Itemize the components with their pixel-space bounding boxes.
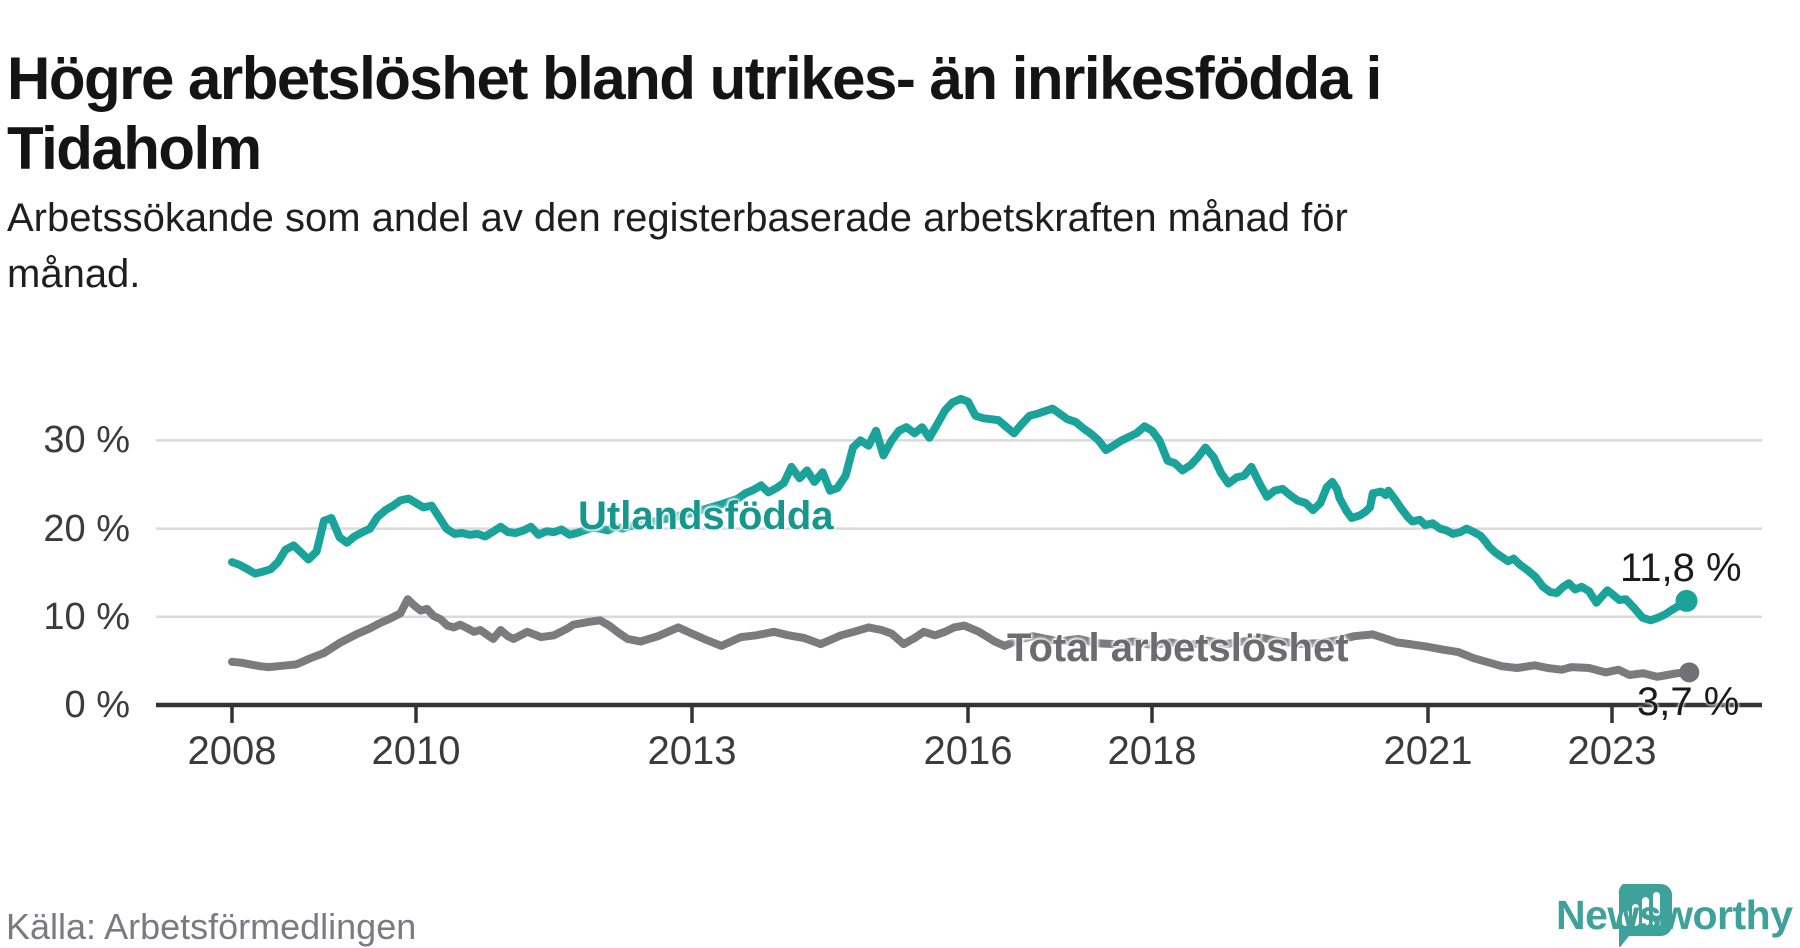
y-tick-label-20: 20 % <box>43 507 130 550</box>
x-tick-label-2010: 2010 <box>371 729 461 773</box>
end-dot-utlandsfodda <box>1675 589 1698 612</box>
page-title-line2: Tidaholm <box>7 115 262 183</box>
series-label-utlandsfodda: Utlandsfödda <box>578 494 834 538</box>
series-line-total <box>228 595 1694 681</box>
end-value-label-total: 3,7 % <box>1637 680 1740 724</box>
series-line-utlandsfodda <box>228 394 1691 625</box>
chart-subtitle: Arbetssökande som andel av den registerb… <box>7 190 1348 302</box>
newsworthy-wordmark: Newsworthy <box>1556 892 1793 938</box>
series-end-dots <box>1675 589 1700 683</box>
y-tick-label-10: 10 % <box>43 595 130 638</box>
x-tick-label-2016: 2016 <box>923 729 1013 773</box>
newsworthy-logo-icon <box>1618 884 1672 948</box>
x-tick-label-2013: 2013 <box>647 729 737 773</box>
y-tick-label-30: 30 % <box>43 419 130 462</box>
end-dot-total <box>1679 662 1700 683</box>
x-axis <box>156 702 1762 723</box>
chart-subtitle-line1: Arbetssökande som andel av den registerb… <box>7 196 1348 240</box>
logo-exclamation-dot <box>1652 919 1661 927</box>
x-tick-label-2021: 2021 <box>1383 729 1473 773</box>
logo-bar-2 <box>1632 904 1639 926</box>
end-value-label-utlandsfodda: 11,8 % <box>1620 546 1742 590</box>
chart-subtitle-line2: månad. <box>7 252 141 296</box>
y-tick-label-0: 0 % <box>64 684 130 726</box>
x-tick-label-2018: 2018 <box>1107 729 1197 773</box>
data-series <box>228 394 1694 681</box>
x-tick-label-2008: 2008 <box>187 729 277 773</box>
logo-bar-1 <box>1622 910 1629 926</box>
gridlines <box>156 439 1762 619</box>
logo-bar-3 <box>1642 897 1649 926</box>
page-title-line1: Högre arbetslöshet bland utrikes- än inr… <box>7 45 1382 113</box>
page-title: Högre arbetslöshet bland utrikes- än inr… <box>7 44 1382 184</box>
x-tick-label-2023: 2023 <box>1567 729 1657 773</box>
logo-exclamation-bar <box>1653 892 1660 916</box>
source-attribution: Källa: Arbetsförmedlingen <box>6 906 417 947</box>
series-label-total-arbetsloshet: Total arbetslöshet <box>1007 626 1349 670</box>
